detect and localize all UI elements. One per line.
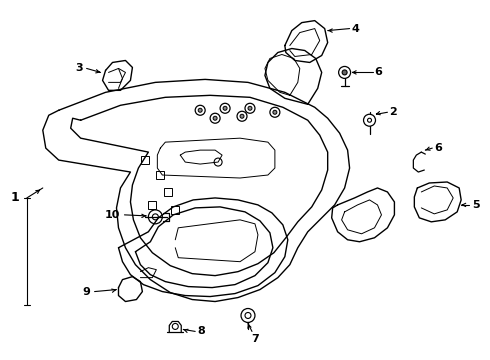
Text: 6: 6 — [374, 67, 382, 77]
Text: 5: 5 — [472, 200, 480, 210]
Text: 6: 6 — [434, 143, 442, 153]
Circle shape — [342, 70, 347, 75]
Text: 10: 10 — [105, 210, 121, 220]
Text: 4: 4 — [352, 24, 360, 33]
Text: 9: 9 — [83, 287, 91, 297]
Circle shape — [248, 106, 252, 110]
Text: 2: 2 — [390, 107, 397, 117]
Text: 7: 7 — [251, 334, 259, 345]
Circle shape — [198, 108, 202, 112]
Text: 3: 3 — [75, 63, 83, 73]
Circle shape — [223, 106, 227, 110]
Text: 8: 8 — [197, 327, 205, 336]
Circle shape — [273, 110, 277, 114]
Text: 1: 1 — [10, 192, 19, 204]
Circle shape — [213, 116, 217, 120]
Circle shape — [240, 114, 244, 118]
